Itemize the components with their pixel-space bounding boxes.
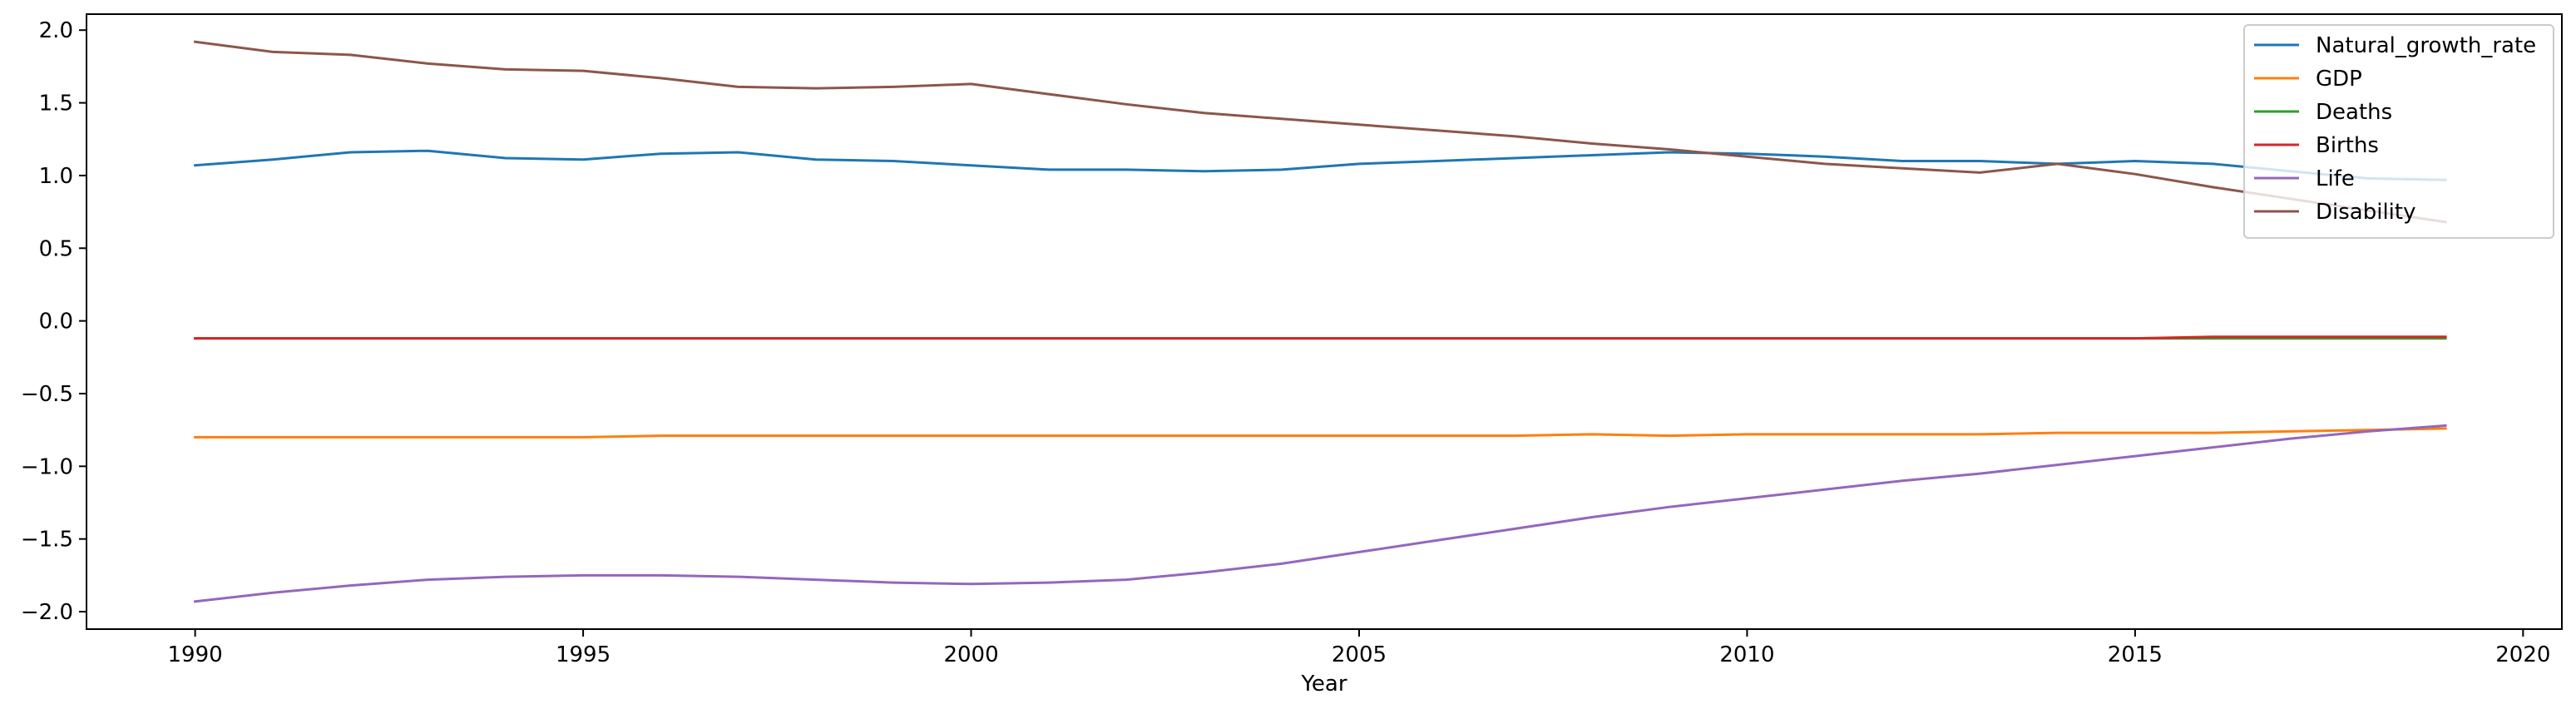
- x-tick-label: 1995: [556, 642, 611, 667]
- y-tick-label: −2.0: [21, 600, 73, 625]
- y-axis: 2.0 1.5 1.0 0.5 0.0 −0.5 −1.0 −1.5 −2.0: [21, 18, 87, 625]
- plot-area: 1990 1995 2000 2005 2010 2015 2020 2.0 1.5 1.0 0.…: [21, 13, 2563, 697]
- y-tick-label: 0.5: [39, 236, 73, 261]
- y-tick-label: −1.0: [21, 454, 73, 479]
- series-line-natural-growth-rate: [193, 149, 2447, 181]
- x-tick-label: 2020: [2495, 642, 2550, 667]
- x-tick-label: 2010: [1719, 642, 1774, 667]
- y-tick-label: 1.0: [39, 164, 73, 189]
- series-line-disability: [193, 40, 2447, 224]
- legend-box: [2243, 24, 2554, 239]
- y-tick-label: 2.0: [39, 18, 73, 43]
- x-tick-label: 2015: [2108, 642, 2163, 667]
- series-line-life: [193, 424, 2447, 603]
- x-tick-label: 1990: [168, 642, 223, 667]
- legend-label: GDP: [2316, 67, 2362, 92]
- legend-label: Births: [2316, 133, 2379, 158]
- x-tick-label: 2000: [943, 642, 998, 667]
- y-tick-label: 0.0: [39, 310, 73, 335]
- y-tick-label: −1.5: [21, 528, 73, 553]
- x-tick-label: 2005: [1332, 642, 1387, 667]
- series-line-births: [194, 335, 2447, 340]
- y-tick-label: −0.5: [21, 382, 73, 407]
- series-layer: [193, 40, 2447, 603]
- legend-label: Disability: [2316, 200, 2415, 225]
- legend-label: Natural_growth_rate: [2316, 33, 2536, 58]
- legend-label: Life: [2316, 166, 2355, 191]
- x-axis: 1990 1995 2000 2005 2010 2015 2020: [168, 629, 2550, 667]
- y-tick-label: 1.5: [39, 92, 73, 117]
- legend-label: Deaths: [2316, 100, 2392, 125]
- legend: Natural_growth_rate GDP Deaths Births Life Di…: [2243, 24, 2554, 239]
- x-axis-title: Year: [1300, 672, 1347, 697]
- series-line-gdp: [194, 427, 2447, 439]
